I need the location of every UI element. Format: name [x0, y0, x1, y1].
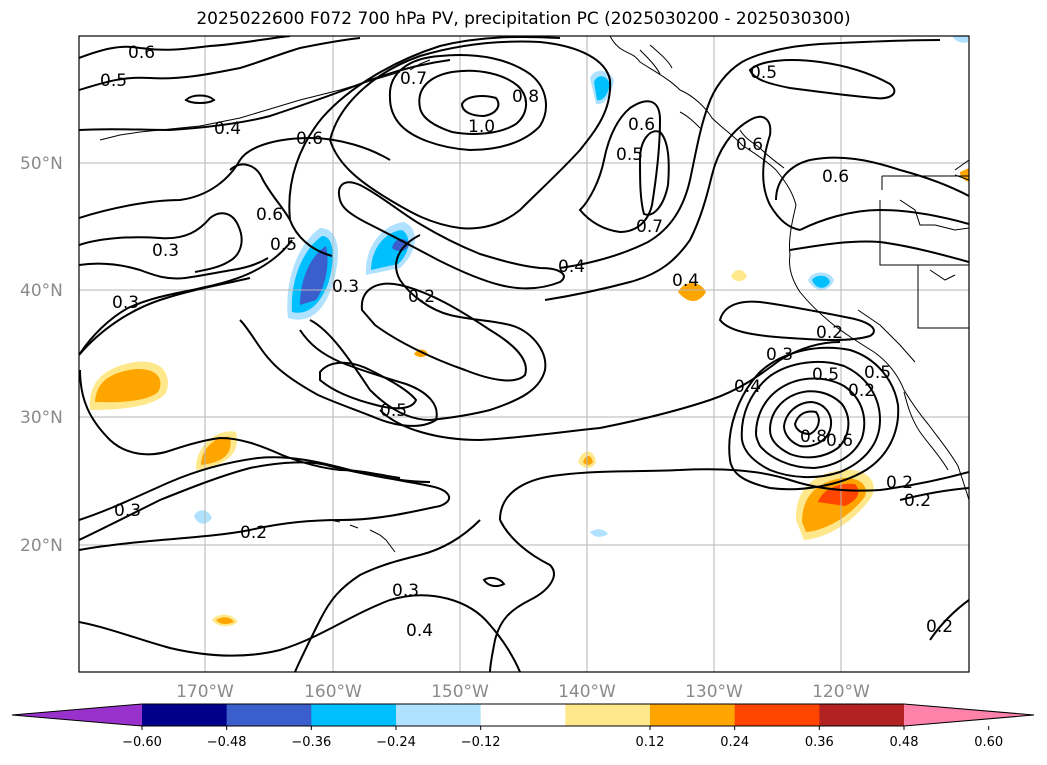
- svg-text:0.3: 0.3: [112, 293, 139, 313]
- map-frame: [78, 35, 970, 673]
- svg-text:150°W: 150°W: [431, 682, 489, 702]
- svg-text:0.3: 0.3: [766, 345, 793, 365]
- colorbar-extend-high: [904, 704, 1034, 726]
- colorbar-extend-low: [12, 704, 142, 726]
- svg-text:0.5: 0.5: [270, 235, 297, 255]
- svg-text:0.6: 0.6: [256, 205, 283, 225]
- colorbar-segment: [142, 704, 228, 726]
- colorbar-segment: [565, 704, 651, 726]
- svg-text:0.8: 0.8: [800, 427, 827, 447]
- svg-text:0.4: 0.4: [672, 271, 699, 291]
- colorbar-segment: [226, 704, 312, 726]
- colorbar-segment: [311, 704, 397, 726]
- svg-text:50°N: 50°N: [20, 154, 63, 174]
- colorbar-segment: [396, 704, 482, 726]
- map-area: 0.6 0.5 0.4 0.6 0.6 0.5 0.3 0.3 0.3 0.3 …: [79, 36, 969, 672]
- map-title: 2025022600 F072 700 hPa PV, precipitatio…: [196, 9, 851, 29]
- svg-text:0.5: 0.5: [616, 145, 643, 165]
- svg-text:0.2: 0.2: [926, 617, 953, 637]
- colorbar-tick-label: 0.24: [720, 735, 749, 750]
- svg-text:140°W: 140°W: [558, 682, 616, 702]
- pv-contours: [79, 36, 969, 672]
- longitude-labels: 170°W 160°W 150°W 140°W 130°W 120°W: [176, 682, 870, 702]
- colorbar-tick-label: 0.48: [890, 735, 919, 750]
- svg-text:0.6: 0.6: [736, 135, 763, 155]
- svg-text:0.3: 0.3: [392, 581, 419, 601]
- colorbar-tick-label: −0.24: [376, 735, 416, 750]
- svg-text:120°W: 120°W: [812, 682, 870, 702]
- colorbar-segment: [819, 704, 905, 726]
- svg-text:20°N: 20°N: [20, 536, 63, 556]
- colorbar-tick-label: −0.60: [122, 735, 162, 750]
- svg-text:0.2: 0.2: [240, 523, 267, 543]
- svg-text:0.2: 0.2: [904, 491, 931, 511]
- colorbar-tick-label: −0.12: [461, 735, 501, 750]
- svg-text:0.4: 0.4: [406, 621, 433, 641]
- latitude-labels: 50°N 40°N 30°N 20°N: [20, 154, 63, 556]
- svg-text:1.0: 1.0: [468, 117, 495, 137]
- colorbar-segment: [650, 704, 736, 726]
- svg-text:130°W: 130°W: [685, 682, 743, 702]
- svg-text:0.3: 0.3: [114, 501, 141, 521]
- colorbar-tick-label: 0.36: [805, 735, 834, 750]
- pv-contour-labels: 0.6 0.5 0.4 0.6 0.6 0.5 0.3 0.3 0.3 0.3 …: [100, 43, 953, 641]
- svg-text:0.6: 0.6: [822, 167, 849, 187]
- svg-text:170°W: 170°W: [176, 682, 234, 702]
- colorbar-tick-label: −0.48: [207, 735, 247, 750]
- svg-text:0.5: 0.5: [864, 363, 891, 383]
- svg-text:0.6: 0.6: [128, 43, 155, 63]
- svg-text:0.2: 0.2: [848, 381, 875, 401]
- graticule: [79, 36, 969, 672]
- svg-text:0.6: 0.6: [826, 431, 853, 451]
- svg-text:0.5: 0.5: [100, 71, 127, 91]
- svg-text:0.5: 0.5: [812, 365, 839, 385]
- svg-text:0.3: 0.3: [152, 241, 179, 261]
- svg-text:160°W: 160°W: [304, 682, 362, 702]
- colorbar-tick-label: 0.12: [636, 735, 665, 750]
- svg-text:0.2: 0.2: [408, 287, 435, 307]
- svg-text:0.5: 0.5: [750, 63, 777, 83]
- svg-text:0.4: 0.4: [558, 257, 585, 277]
- svg-text:0.4: 0.4: [734, 377, 761, 397]
- colorbar-tick-label: 0.60: [974, 735, 1003, 750]
- svg-text:0.2: 0.2: [886, 473, 913, 493]
- svg-text:0.6: 0.6: [628, 115, 655, 135]
- svg-text:0.7: 0.7: [400, 69, 427, 89]
- colorbar-segment: [734, 704, 820, 726]
- svg-text:40°N: 40°N: [20, 281, 63, 301]
- svg-text:30°N: 30°N: [20, 408, 63, 428]
- svg-text:0.3: 0.3: [332, 277, 359, 297]
- svg-text:0.4: 0.4: [214, 119, 241, 139]
- coastlines: [99, 36, 969, 553]
- colorbar: −0.60 −0.48 −0.36 −0.24 −0.12 0.12 0.24 0.36 0.4…: [11, 703, 1035, 750]
- svg-text:0.8: 0.8: [512, 87, 539, 107]
- svg-text:0.6: 0.6: [296, 129, 323, 149]
- svg-text:0.2: 0.2: [816, 323, 843, 343]
- colorbar-segment: [480, 704, 566, 726]
- svg-text:0.7: 0.7: [636, 217, 663, 237]
- colorbar-tick-label: −0.36: [291, 735, 331, 750]
- svg-text:0.5: 0.5: [380, 401, 407, 421]
